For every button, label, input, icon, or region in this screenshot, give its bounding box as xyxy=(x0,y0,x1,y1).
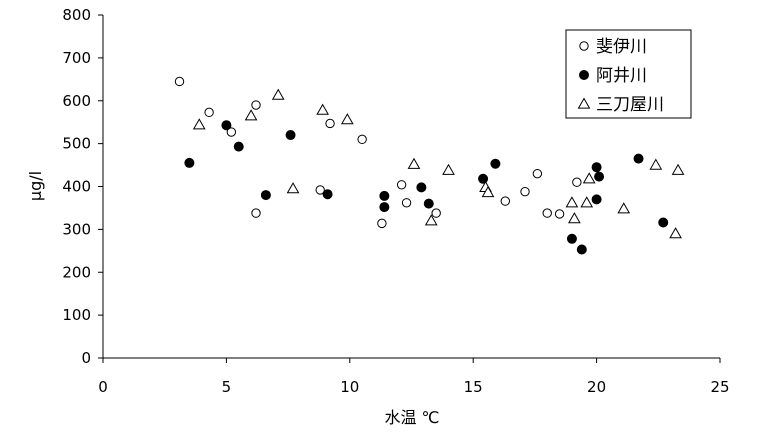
y-tick-label: 100 xyxy=(62,306,91,324)
data-point xyxy=(481,185,495,198)
x-tick-label: 5 xyxy=(222,378,232,396)
data-point xyxy=(591,162,602,173)
data-point xyxy=(244,109,258,121)
data-point xyxy=(286,182,300,194)
y-tick-label: 0 xyxy=(81,349,91,367)
data-point xyxy=(649,158,663,170)
data-point xyxy=(357,134,367,145)
data-point xyxy=(594,171,605,182)
data-point xyxy=(401,198,412,208)
x-tick-label: 0 xyxy=(98,378,108,396)
legend-label: 三刀屋川 xyxy=(596,95,664,115)
y-tick-label: 500 xyxy=(62,135,91,153)
y-tick-label: 600 xyxy=(62,92,91,110)
x-axis-title: 水温 ℃ xyxy=(384,408,439,427)
x-tick-label: 15 xyxy=(464,378,483,396)
x-tick-label: 20 xyxy=(587,378,606,396)
y-tick-label: 200 xyxy=(62,263,91,281)
data-point xyxy=(478,173,489,184)
data-point xyxy=(325,118,335,129)
data-point xyxy=(204,107,214,118)
data-point xyxy=(251,100,261,110)
legend-marker xyxy=(579,41,589,51)
data-point xyxy=(221,120,232,131)
data-point xyxy=(285,130,296,141)
data-point xyxy=(226,127,237,137)
data-point xyxy=(490,158,501,169)
data-point xyxy=(566,233,577,244)
data-point xyxy=(554,209,565,219)
data-point xyxy=(669,227,682,239)
data-point xyxy=(580,196,594,208)
data-point xyxy=(233,141,244,152)
data-points xyxy=(174,76,685,255)
data-point xyxy=(568,212,581,224)
data-point xyxy=(617,202,631,214)
data-point xyxy=(184,157,195,168)
data-point xyxy=(431,208,441,218)
data-point xyxy=(542,208,552,218)
y-axis-title: μg/l xyxy=(26,171,45,201)
data-point xyxy=(316,103,330,115)
legend-marker xyxy=(579,70,589,80)
data-point xyxy=(260,190,271,201)
data-point xyxy=(532,168,543,179)
data-point xyxy=(658,217,669,228)
data-point xyxy=(377,218,387,229)
data-point xyxy=(271,88,285,100)
data-point xyxy=(416,182,427,193)
data-point xyxy=(315,185,325,195)
y-tick-label: 700 xyxy=(62,49,91,67)
data-point xyxy=(423,198,434,209)
data-point xyxy=(582,172,596,184)
data-point xyxy=(396,180,407,190)
data-point xyxy=(379,190,390,201)
data-point xyxy=(192,118,206,130)
data-point xyxy=(500,196,510,206)
y-tick-label: 800 xyxy=(62,6,91,24)
legend-label: 阿井川 xyxy=(596,66,647,86)
data-point xyxy=(424,214,438,226)
data-point xyxy=(322,189,333,200)
y-tick-label: 400 xyxy=(62,178,91,196)
x-tick-label: 25 xyxy=(710,378,729,396)
y-tick-label: 300 xyxy=(62,220,91,238)
x-tick-label: 10 xyxy=(340,378,359,396)
data-point xyxy=(671,163,685,175)
data-point xyxy=(633,153,644,164)
data-point xyxy=(591,194,602,205)
data-point xyxy=(407,157,421,169)
ticks: 0 100 200 300 400 500 600 700 800 0 5 10 15 20 25 xyxy=(62,6,729,396)
series-3 xyxy=(192,88,685,239)
series-2 xyxy=(184,120,669,255)
data-point xyxy=(442,163,455,175)
series-1 xyxy=(174,76,582,229)
legend-marker xyxy=(577,97,591,109)
data-point xyxy=(576,244,587,255)
data-point xyxy=(565,196,579,208)
data-point xyxy=(379,202,390,213)
data-point xyxy=(520,186,530,197)
data-point xyxy=(572,177,582,187)
data-point xyxy=(174,76,185,87)
legend-label: 斐伊川 xyxy=(596,37,647,57)
data-point xyxy=(251,208,261,218)
data-point xyxy=(340,113,354,125)
